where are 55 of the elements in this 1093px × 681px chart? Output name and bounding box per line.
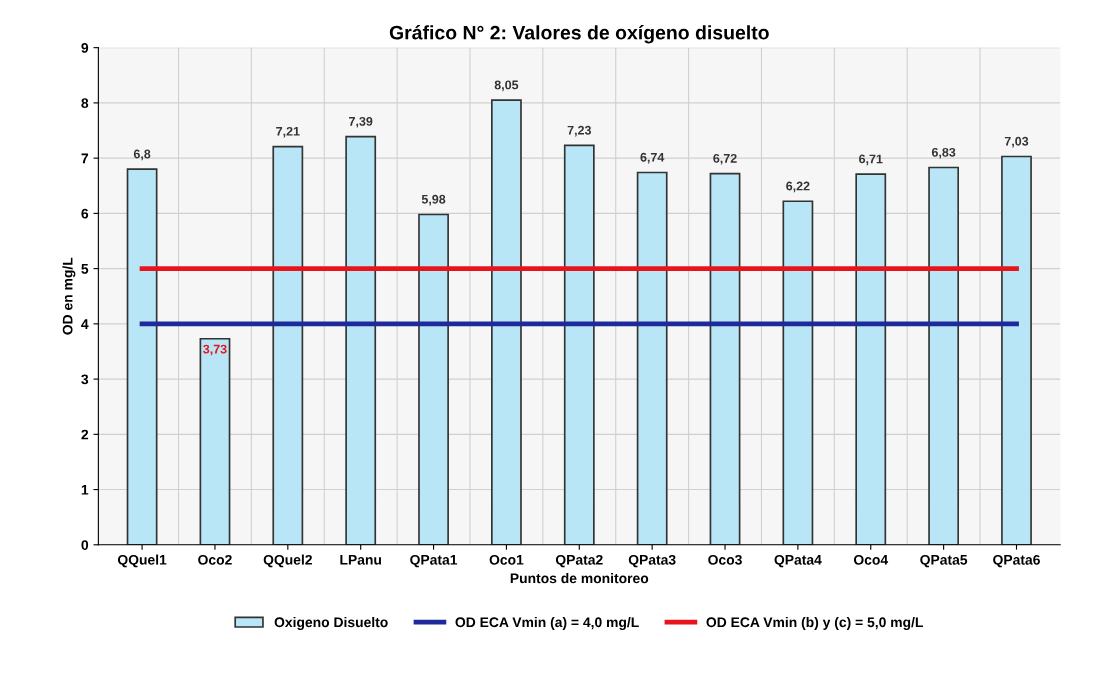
chart-title: Gráfico N° 2: Valores de oxígeno disuelto [389, 25, 769, 44]
bar [636, 171, 668, 545]
data-label: 6,71 [859, 154, 883, 166]
data-label: 7,03 [1004, 136, 1029, 148]
x-tick-label: QPata2 [555, 554, 603, 568]
y-tick-label: 5 [81, 264, 89, 274]
bar [345, 135, 377, 545]
data-label: 7,39 [349, 116, 373, 128]
data-label: 7,23 [567, 125, 591, 137]
y-tick-label: 9 [81, 43, 89, 53]
bar [928, 166, 960, 545]
legend-label: OD ECA Vmin (a) = 4,0 mg/L [455, 616, 639, 630]
y-axis-title: OD en mg/L [62, 257, 76, 335]
data-label: 7,21 [276, 126, 300, 138]
data-label: 3,73 [203, 344, 227, 356]
y-tick-label: 6 [81, 208, 89, 219]
data-label: 6,8 [133, 149, 151, 161]
data-label: 6,74 [640, 152, 665, 164]
x-tick-label: QPata6 [993, 554, 1040, 568]
x-tick-label: QPata1 [410, 554, 458, 568]
bar [126, 168, 158, 545]
x-tick-label: LPanu [340, 555, 381, 565]
legend-label: Oxigeno Disuelto [274, 616, 388, 630]
bar [1001, 155, 1032, 545]
data-label: 6,22 [786, 181, 810, 193]
x-tick-label: QQuel1 [117, 554, 167, 568]
y-tick-label: 7 [81, 153, 89, 164]
x-tick-label: QQuel2 [263, 554, 312, 568]
data-label: 6,72 [713, 153, 737, 165]
data-label: 8,05 [494, 80, 519, 92]
x-tick-label: Oco1 [489, 554, 524, 565]
bar [272, 145, 304, 545]
x-tick-label: Oco2 [198, 554, 232, 565]
bar [418, 213, 449, 545]
y-tick-label: 8 [81, 98, 89, 109]
x-tick-label: QPata3 [628, 554, 676, 568]
y-tick-label: 2 [81, 429, 89, 440]
bar [855, 173, 887, 545]
data-label: 5,98 [421, 194, 446, 206]
x-tick-label: QPata4 [774, 554, 822, 568]
y-tick-label: 4 [81, 319, 89, 329]
bar [199, 337, 231, 545]
x-axis-title: Puntos de monitoreo [510, 573, 649, 584]
y-tick-label: 3 [81, 374, 89, 385]
bar [563, 144, 595, 545]
legend-label: OD ECA Vmin (b) y (c) = 5,0 mg/L [706, 616, 923, 630]
x-tick-label: QPata5 [920, 554, 968, 568]
x-tick-label: Oco3 [708, 554, 742, 565]
y-tick-label: 0 [81, 540, 89, 550]
x-tick-label: Oco4 [853, 554, 889, 565]
data-label: 6,83 [931, 147, 956, 159]
y-tick-label: 1 [81, 485, 89, 495]
bar [782, 200, 814, 545]
bar [709, 172, 741, 545]
bar [491, 99, 522, 545]
